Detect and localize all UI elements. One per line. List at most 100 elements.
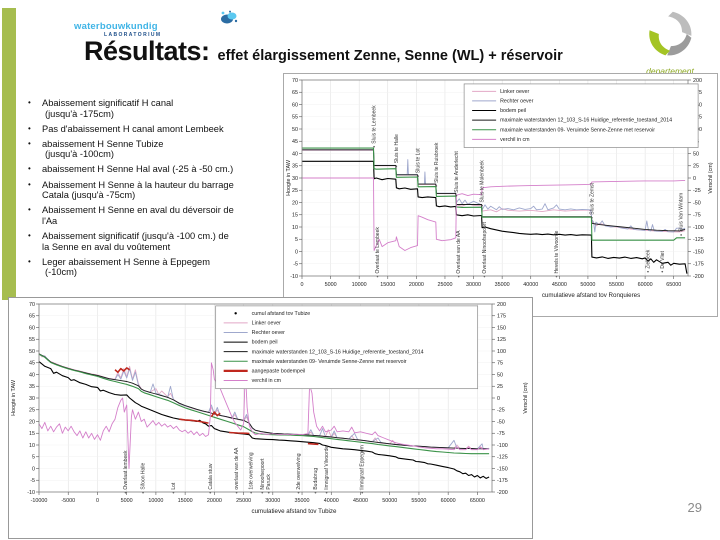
- page-subtitle: effet élargissement Zenne, Senne (WL) + …: [217, 48, 563, 64]
- svg-text:cumulatieve afstand tov Tubiz: cumulatieve afstand tov Tubize: [252, 508, 338, 515]
- svg-text:De Vliet: De Vliet: [660, 251, 666, 269]
- svg-text:65: 65: [292, 90, 298, 96]
- svg-text:45: 45: [29, 361, 35, 367]
- svg-text:50000: 50000: [580, 282, 595, 288]
- svg-text:50: 50: [292, 127, 298, 133]
- bullet-list: • Abaissement significatif H canal (jusqu'…: [28, 98, 303, 282]
- svg-text:70: 70: [29, 302, 35, 308]
- svg-text:Ninoofsepoort: Ninoofsepoort: [260, 458, 266, 490]
- svg-text:-25: -25: [497, 408, 505, 414]
- svg-text:-5: -5: [30, 478, 35, 484]
- svg-text:125: 125: [497, 337, 506, 343]
- svg-text:Sluis te Anderlecht: Sluis te Anderlecht: [454, 151, 460, 193]
- svg-text:-5000: -5000: [61, 498, 75, 504]
- svg-text:-10: -10: [290, 274, 298, 280]
- svg-text:2de overwelving: 2de overwelving: [296, 453, 302, 489]
- svg-text:0: 0: [497, 396, 500, 402]
- svg-text:45: 45: [292, 139, 298, 145]
- wl-logo-line2: LABORATORIUM: [104, 31, 162, 38]
- svg-text:35: 35: [29, 384, 35, 390]
- bullet-text: Abaissement H Senne à la hauteur du barr…: [42, 179, 234, 201]
- svg-text:75: 75: [497, 361, 503, 367]
- bullet-item: • abaissement H Senne Tubize (jusqu'à -100…: [28, 139, 303, 160]
- svg-text:-50: -50: [497, 419, 505, 425]
- bullet-marker: •: [28, 138, 31, 148]
- svg-text:-75: -75: [693, 213, 701, 219]
- svg-text:maximale waterstanden 09- Veru: maximale waterstanden 09- Veruimde Senne…: [252, 359, 407, 365]
- svg-text:5: 5: [32, 455, 35, 461]
- svg-text:Sluis te Molenbeek: Sluis te Molenbeek: [480, 160, 486, 203]
- svg-text:-75: -75: [497, 431, 505, 437]
- svg-text:35000: 35000: [295, 498, 310, 504]
- svg-text:25000: 25000: [437, 282, 452, 288]
- svg-text:-175: -175: [693, 262, 704, 268]
- bullet-marker: •: [28, 205, 31, 215]
- svg-text:15000: 15000: [380, 282, 395, 288]
- svg-text:40: 40: [292, 151, 298, 157]
- svg-text:Sluis te Zemst: Sluis te Zemst: [589, 182, 595, 214]
- svg-text:0: 0: [96, 498, 99, 504]
- svg-text:Budabrug: Budabrug: [313, 468, 319, 490]
- svg-text:Overlaat te Lembeek: Overlaat te Lembeek: [375, 227, 381, 274]
- svg-text:-175: -175: [497, 478, 508, 484]
- bullet-text: Leger abaissement H Senne à Eppegem (-10c…: [42, 256, 210, 278]
- svg-text:Linker oever: Linker oever: [500, 89, 529, 95]
- svg-text:65: 65: [29, 314, 35, 320]
- bullet-item: • Abaissement significatif (jusqu'à -100 …: [28, 231, 303, 252]
- svg-text:30: 30: [29, 396, 35, 402]
- bullet-marker: •: [28, 123, 31, 133]
- svg-text:Sluis te Ruisbroek: Sluis te Ruisbroek: [434, 142, 440, 183]
- svg-text:-5: -5: [293, 262, 298, 268]
- svg-text:Lot: Lot: [171, 482, 177, 490]
- svg-text:Sifoon Halle: Sifoon Halle: [141, 462, 147, 489]
- svg-text:Zielbeek: Zielbeek: [645, 249, 651, 268]
- svg-text:Overlaat lembeek: Overlaat lembeek: [123, 450, 129, 490]
- svg-text:-150: -150: [693, 249, 704, 255]
- svg-text:35000: 35000: [495, 282, 510, 288]
- svg-text:1ste overwelving: 1ste overwelving: [249, 452, 255, 489]
- bullet-marker: •: [28, 179, 31, 189]
- svg-text:Verschil (cm): Verschil (cm): [708, 162, 714, 193]
- svg-text:65000: 65000: [666, 282, 681, 288]
- svg-text:0: 0: [32, 466, 35, 472]
- svg-text:Overlaat van de AA: Overlaat van de AA: [456, 230, 462, 274]
- svg-text:10000: 10000: [352, 282, 367, 288]
- svg-text:-200: -200: [693, 274, 704, 280]
- svg-text:Sluis te Lembeek: Sluis te Lembeek: [372, 105, 378, 144]
- svg-text:30: 30: [292, 176, 298, 182]
- svg-text:aangepaste bodempeil: aangepaste bodempeil: [252, 368, 306, 374]
- svg-text:limnigraaf Vilvoorde: limnigraaf Vilvoorde: [324, 446, 330, 490]
- bullet-marker: •: [28, 164, 31, 174]
- svg-text:Verschil (cm): Verschil (cm): [523, 382, 529, 413]
- svg-text:-125: -125: [693, 237, 704, 243]
- bullet-text: abaissement H Senne Tubize (jusqu'à -100c…: [42, 138, 164, 160]
- svg-text:35: 35: [292, 164, 298, 170]
- svg-text:175: 175: [497, 314, 506, 320]
- bullet-marker: •: [28, 230, 31, 240]
- svg-text:20000: 20000: [409, 282, 424, 288]
- canal-profile-chart: Sluis te Lembeek Sluis te Halle Sluis te L…: [283, 73, 718, 317]
- svg-text:65000: 65000: [470, 498, 485, 504]
- svg-text:Linker oever: Linker oever: [252, 320, 281, 326]
- svg-text:200: 200: [693, 78, 702, 84]
- svg-text:Sluis te Lot: Sluis te Lot: [416, 148, 422, 173]
- bullet-text: Abaissement H Senne en aval du déversoir…: [42, 205, 234, 226]
- svg-text:100: 100: [497, 349, 506, 355]
- svg-text:Paruck: Paruck: [266, 474, 272, 490]
- svg-text:Rechter oever: Rechter oever: [252, 330, 286, 336]
- svg-text:50: 50: [29, 349, 35, 355]
- svg-text:limnigraaf Eppegem: limnigraaf Eppegem: [360, 445, 366, 489]
- svg-text:-150: -150: [497, 466, 508, 472]
- svg-text:60: 60: [292, 102, 298, 108]
- title-row: Résultats: effet élargissement Zenne, Se…: [84, 36, 563, 67]
- bullet-marker: •: [28, 256, 31, 266]
- svg-text:60000: 60000: [441, 498, 456, 504]
- svg-text:maximale waterstanden 12_103_S: maximale waterstanden 12_103_S-16 Huidig…: [500, 118, 672, 124]
- bullet-item: • Abaissement H Senne en aval du déversoi…: [28, 205, 303, 226]
- svg-text:55000: 55000: [609, 282, 624, 288]
- svg-text:Overlaat Ninoofsepoort: Overlaat Ninoofsepoort: [482, 222, 488, 274]
- bullet-item: • Pas d'abaissement H canal amont Lembeek: [28, 124, 303, 135]
- svg-text:-25: -25: [693, 188, 701, 194]
- svg-text:bodem peil: bodem peil: [252, 340, 278, 346]
- svg-text:0: 0: [295, 249, 298, 255]
